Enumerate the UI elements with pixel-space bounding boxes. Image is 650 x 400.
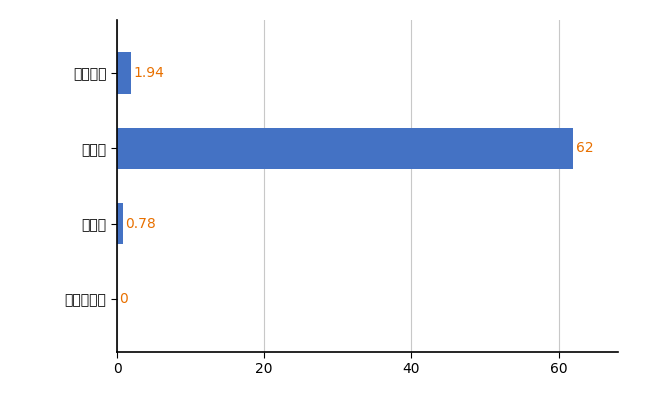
Bar xyxy=(117,52,131,94)
Bar xyxy=(117,203,123,244)
Text: 1.94: 1.94 xyxy=(133,66,164,80)
Bar xyxy=(117,128,573,169)
Text: 0: 0 xyxy=(119,292,128,306)
Text: 0.78: 0.78 xyxy=(125,217,156,231)
Text: 62: 62 xyxy=(575,141,593,155)
